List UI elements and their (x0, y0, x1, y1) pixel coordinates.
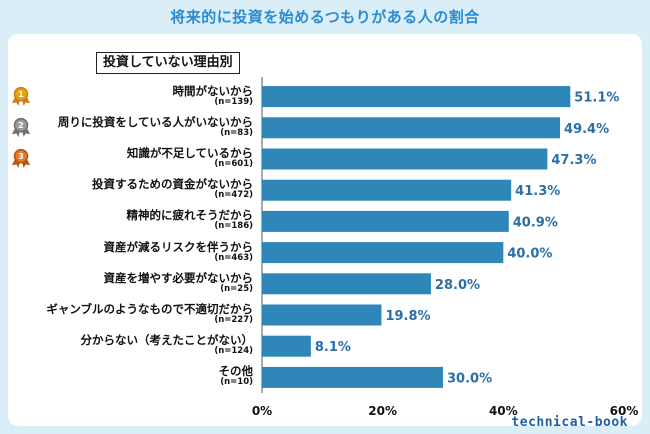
bar-value-label: 41.3% (515, 184, 560, 199)
bar-value-label: 30.0% (447, 371, 492, 386)
x-tick-label: 40% (489, 404, 518, 418)
x-tick-label: 20% (368, 404, 397, 418)
medal-icon: 1 (11, 86, 31, 106)
category-label: 資産を増やす必要がないから (n=25) (103, 270, 254, 294)
category-label: その他 (n=10) (219, 365, 254, 387)
category-name: 周りに投資をしている人がいないから (57, 114, 253, 129)
medal-rank: 2 (18, 120, 24, 130)
category-name: 分からない（考えたことがない） (80, 333, 254, 348)
brand-logo: technical-book (511, 415, 628, 430)
bar (262, 335, 311, 357)
sample-size: (n=463) (214, 252, 253, 263)
chart-title: 将来的に投資を始めるつもりがある人の割合 (170, 8, 480, 26)
category-name: 資産が減るリスクを伴うから (103, 239, 254, 254)
bar (262, 117, 561, 139)
category-label: 周りに投資をしている人がいないから (n=83) (57, 114, 253, 138)
sample-size: (n=10) (220, 377, 253, 388)
category-label: 分からない（考えたことがない） (n=124) (81, 334, 254, 356)
sample-size: (n=25) (220, 283, 253, 294)
category-label: ギャンブルのようなもので不適切だから (n=227) (46, 303, 253, 325)
medal-rank: 3 (18, 151, 24, 161)
sample-size: (n=227) (214, 315, 253, 325)
category-label: 投資するための資金がないから (n=472) (92, 178, 253, 200)
bar-value-label: 40.0% (507, 247, 552, 262)
category-name: その他 (218, 364, 254, 379)
bar-value-label: 49.4% (564, 122, 609, 137)
medal-icon: 2 (11, 117, 31, 137)
bar (262, 304, 382, 326)
sample-size: (n=472) (214, 190, 253, 201)
bar (262, 86, 571, 108)
medal-rank: 1 (18, 89, 24, 99)
bar (262, 148, 548, 170)
bar (262, 242, 504, 264)
sample-size: (n=186) (214, 221, 253, 232)
category-name: 資産を増やす必要がないから (103, 270, 254, 285)
category-label: 資産が減るリスクを伴うから (n=463) (103, 239, 254, 263)
chart-subtitle: 投資していない理由別 (96, 52, 240, 74)
bar-value-label: 40.9% (513, 215, 558, 230)
category-name: 知識が不足しているから (126, 146, 253, 160)
category-name: 時間がないから (172, 83, 254, 98)
category-name: ギャンブルのようなもので不適切だから (46, 302, 253, 316)
x-tick-label: 0% (252, 404, 272, 418)
medal-icon: 3 (11, 148, 31, 168)
sample-size: (n=601) (214, 159, 253, 169)
sample-size: (n=139) (214, 96, 253, 107)
sample-size: (n=83) (220, 127, 253, 138)
bar-value-label: 19.8% (385, 309, 430, 324)
category-name: 投資するための資金がないから (92, 177, 253, 192)
category-label: 精神的に疲れそうだから (n=186) (127, 209, 254, 231)
bar-value-label: 28.0% (435, 278, 480, 293)
bar (262, 366, 443, 388)
bar (262, 273, 431, 295)
x-tick-label: 60% (610, 404, 639, 418)
category-name: 精神的に疲れそうだから (126, 208, 254, 223)
bar-value-label: 51.1% (574, 91, 619, 106)
category-label: 時間がないから (n=139) (172, 83, 254, 107)
bar (262, 210, 509, 232)
bar-value-label: 8.1% (315, 340, 351, 355)
bar (262, 179, 512, 201)
bar-value-label: 47.3% (551, 153, 596, 168)
sample-size: (n=124) (214, 346, 253, 357)
category-label: 知識が不足しているから (n=601) (127, 147, 253, 169)
